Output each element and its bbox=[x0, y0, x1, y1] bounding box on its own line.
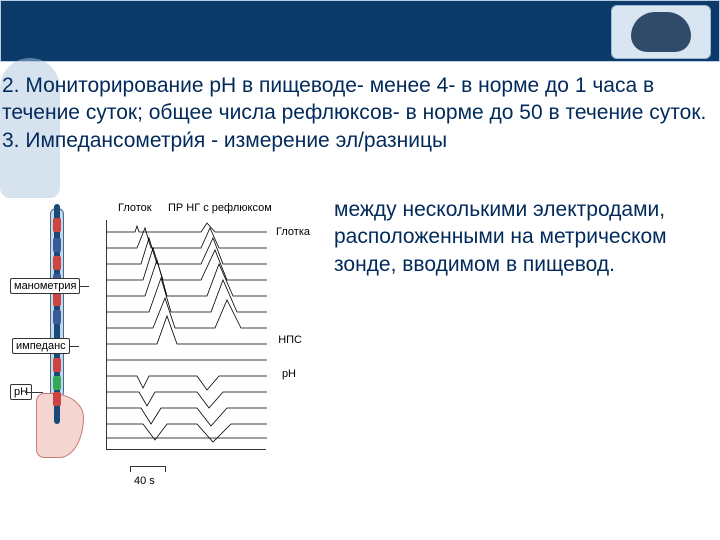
probe-segment bbox=[53, 218, 61, 232]
probe-segment bbox=[53, 376, 61, 390]
probe-segment bbox=[53, 310, 61, 324]
time-scale-label: 40 s bbox=[134, 475, 155, 487]
axis-box bbox=[106, 220, 266, 450]
probe-segment bbox=[53, 256, 61, 270]
lower-section: манометрия импеданс pH Глоток ПР НГ с ре… bbox=[0, 190, 708, 490]
text-line-1: 2. Мониторирование рН в пищеводе- менее … bbox=[2, 74, 706, 124]
trace-svg bbox=[107, 220, 267, 450]
continuation-text: между несколькими электродами, расположе… bbox=[330, 190, 708, 490]
swallow-label-1: Глоток bbox=[118, 202, 152, 214]
probe-segment bbox=[53, 392, 61, 406]
label-manometry: манометрия bbox=[10, 278, 80, 294]
label-impedance: импеданс bbox=[12, 338, 70, 354]
label-ph: pH bbox=[10, 384, 32, 400]
probe-segment bbox=[53, 238, 61, 252]
probe-segment bbox=[53, 292, 61, 306]
time-scale-bar bbox=[130, 466, 166, 472]
trace-plot: Глоток ПР НГ с рефлюксом bbox=[98, 208, 316, 478]
probe-segment bbox=[53, 358, 61, 372]
anatomy-schematic: манометрия импеданс pH bbox=[12, 208, 84, 478]
ph-trace-label: pH bbox=[282, 368, 296, 380]
impedance-diagram: манометрия импеданс pH Глоток ПР НГ с ре… bbox=[0, 190, 330, 490]
text-line-2: 3. Импедансометри́я - измерение эл/разни… bbox=[2, 129, 447, 152]
les-label: НПС bbox=[278, 334, 302, 346]
pharynx-label: Глотка bbox=[276, 226, 310, 238]
header-icon-panel bbox=[611, 5, 711, 59]
brain-icon bbox=[631, 12, 691, 52]
swallow-label-2: ПР НГ с рефлюксом bbox=[168, 202, 272, 214]
main-text-block: 2. Мониторирование рН в пищеводе- менее … bbox=[2, 72, 708, 154]
slide-header bbox=[0, 0, 720, 62]
